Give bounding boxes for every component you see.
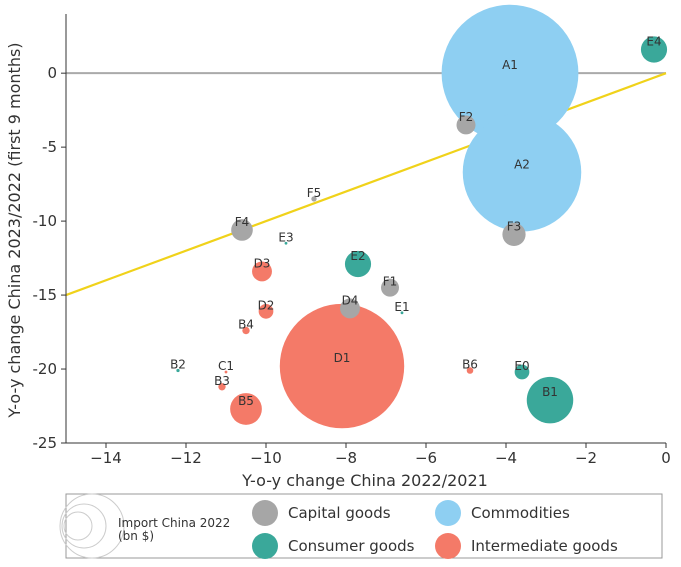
bubble-f5: [311, 196, 317, 202]
bubble-label-b6: B6: [462, 358, 478, 372]
bubble-label-c1: C1: [218, 359, 234, 373]
bubble-b6: [466, 367, 474, 374]
bubble-label-e1: E1: [394, 300, 409, 314]
bubble-b2: [176, 368, 180, 373]
bubble-d2: [258, 303, 274, 319]
bubble-a1: [441, 4, 579, 142]
bubble-b4: [242, 326, 250, 335]
y-tick-label: 0: [47, 64, 57, 82]
legend-swatch-commodities: [435, 500, 461, 526]
legend-swatch-intermediate-goods: [435, 533, 461, 559]
bubble-label-e2: E2: [350, 249, 365, 263]
y-tick-label: -5: [42, 138, 57, 156]
bubble-label-b5: B5: [238, 394, 254, 408]
size-legend-label: (bn $): [118, 529, 154, 543]
bubble-label-e4: E4: [646, 35, 661, 49]
plot-area: A1 D1 A2 B1 B5 E4 E2 F3 F4 D4 D3 F2 F1 E0 D2 B4 B3 B6 F5 B2…: [65, 4, 668, 429]
bubble-label-a1: A1: [502, 58, 518, 72]
legend-frame: [65, 493, 663, 559]
bubble-label-a2: A2: [514, 157, 530, 171]
bubble-f2: [456, 115, 476, 135]
bubble-b5: [230, 393, 262, 425]
x-tick-label: −14: [90, 449, 122, 467]
bubble-label-e0: E0: [514, 359, 529, 373]
bubble-e2: [344, 250, 372, 278]
x-tick-label: 0: [661, 449, 671, 467]
bubble-label-b1: B1: [542, 385, 558, 399]
y-tick-label: -10: [33, 212, 58, 230]
y-tick-label: -20: [33, 360, 58, 378]
bubble-label-b2: B2: [170, 358, 186, 372]
bubble-d3: [252, 261, 272, 282]
bubble-label-d2: D2: [258, 298, 275, 312]
x-axis-title: Y-o-y change China 2022/2021: [241, 471, 488, 490]
bubble-label-f2: F2: [459, 110, 474, 124]
bubble-label-d4: D4: [342, 293, 359, 307]
y-axis-title: Y-o-y change China 2023/2022 (first 9 mo…: [5, 42, 24, 418]
bubble-e3: [284, 241, 288, 245]
bubble-d1: [279, 303, 405, 429]
bubble-label-f5: F5: [307, 186, 322, 200]
size-legend-circle: [63, 511, 93, 541]
legend-label: Commodities: [471, 504, 570, 522]
x-tick-label: −2: [575, 449, 597, 467]
x-tick-label: −10: [250, 449, 282, 467]
size-legend-circle: [59, 493, 125, 559]
bubble-label-d1: D1: [334, 351, 351, 365]
bubble-c1: [224, 370, 228, 374]
bubble-label-d3: D3: [254, 256, 271, 270]
bubble-f1: [381, 278, 399, 297]
bubble-e0: [514, 364, 530, 380]
bubble-a2: [462, 113, 582, 232]
legend-swatch-capital-goods: [252, 500, 278, 526]
x-tick-label: −8: [335, 449, 357, 467]
x-tick-label: −12: [170, 449, 202, 467]
bubble-b3: [218, 383, 226, 391]
y-tick-label: -15: [33, 286, 58, 304]
x-tick-label: −6: [415, 449, 437, 467]
bubble-f4: [231, 219, 253, 241]
bubble-f3: [502, 222, 526, 247]
bubble-label-b4: B4: [238, 318, 254, 332]
bubble-e1: [400, 311, 404, 315]
bubble-label-f4: F4: [235, 215, 250, 229]
bubble-label-b3: B3: [214, 374, 230, 388]
legend-swatch-consumer-goods: [252, 533, 278, 559]
x-tick-label: −4: [495, 449, 517, 467]
bubble-label-f1: F1: [383, 275, 398, 289]
y-tick-label: -25: [33, 434, 58, 452]
bubble-label-e3: E3: [278, 230, 293, 244]
size-legend-circle: [61, 503, 107, 549]
legend-label: Consumer goods: [288, 537, 415, 555]
size-legend-label: Import China 2022: [118, 516, 230, 530]
bubble-label-f3: F3: [507, 219, 522, 233]
legend: Import China 2022(bn $) Capital goods Cons…: [59, 493, 663, 559]
bubble-d4: [340, 298, 360, 319]
bubble-e4: [640, 36, 668, 63]
bubble-b1: [526, 376, 574, 424]
axes: −14 −12 −10 −8 −6 −4 −2 0 0 -5 -10 -15 -20 -25: [33, 14, 671, 467]
legend-label: Intermediate goods: [471, 537, 618, 555]
legend-label: Capital goods: [288, 504, 391, 522]
